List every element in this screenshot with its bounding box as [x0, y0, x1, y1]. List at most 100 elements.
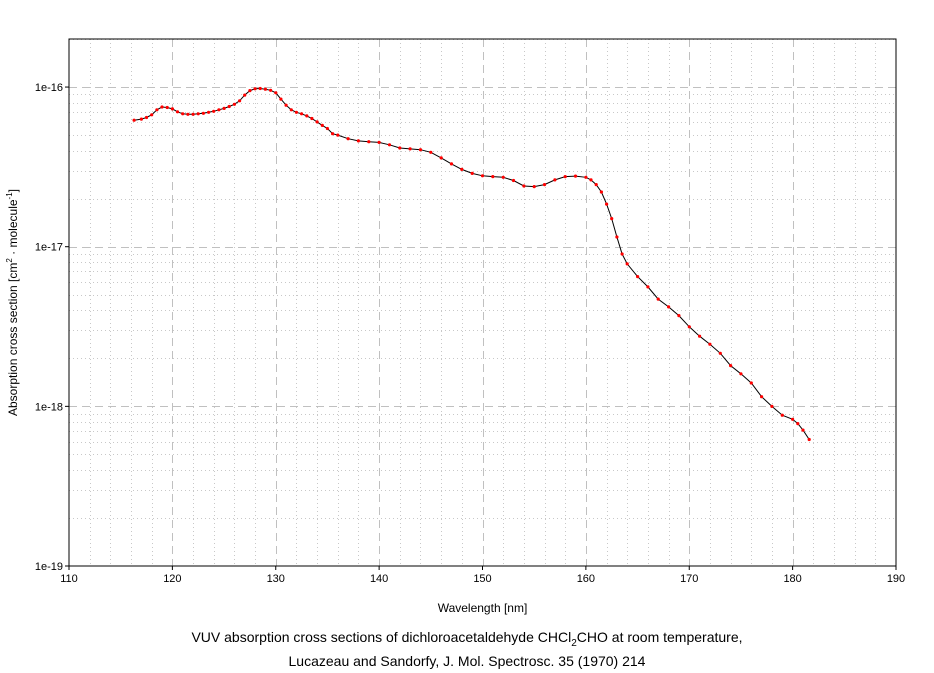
data-point: [269, 88, 273, 92]
data-point: [387, 143, 392, 147]
data-point: [460, 167, 464, 171]
data-point: [656, 297, 660, 301]
data-point: [563, 175, 567, 179]
data-point: [336, 133, 340, 137]
data-point: [253, 87, 257, 91]
data-point: [708, 342, 712, 346]
caption-line1-prefix: VUV absorption cross sections of dichlor…: [191, 629, 572, 645]
data-point: [331, 132, 335, 136]
data-point: [605, 202, 609, 206]
data-point: [232, 102, 236, 106]
data-point: [196, 112, 200, 116]
data-point: [274, 91, 278, 95]
data-point: [807, 437, 811, 442]
chart-caption-line2: Lucazeau and Sandorfy, J. Mol. Spectrosc…: [288, 653, 646, 669]
series-line: [134, 87, 810, 440]
major-grid: [69, 39, 896, 566]
x-axis-label: Wavelength [nm]: [438, 601, 528, 615]
series-polyline: [134, 87, 810, 440]
data-point: [175, 110, 180, 114]
data-point: [553, 178, 557, 182]
data-point: [625, 262, 629, 266]
data-point: [780, 413, 784, 417]
data-point: [770, 404, 774, 408]
x-axis-ticks: 110 120 130 140 150 160 170 180 190: [60, 566, 905, 585]
data-point: [181, 112, 185, 116]
data-point: [315, 120, 319, 124]
data-point: [243, 93, 247, 97]
data-point: [258, 86, 262, 91]
data-point: [791, 417, 795, 421]
data-point: [584, 175, 588, 179]
x-tick-label: 130: [267, 573, 285, 585]
data-point: [698, 334, 702, 338]
data-point: [294, 110, 298, 114]
data-point: [522, 184, 526, 188]
series-points: [132, 86, 811, 442]
y-axis-label-prefix: Absorption cross section [cm: [6, 263, 20, 416]
data-point: [212, 109, 216, 113]
data-point: [796, 422, 800, 426]
data-point: [279, 97, 283, 101]
y-axis-label-sup2: -1: [5, 192, 14, 200]
data-point: [729, 364, 733, 368]
x-tick-label: 120: [163, 573, 181, 585]
data-point: [594, 183, 598, 187]
data-point: [227, 104, 231, 109]
data-point: [429, 150, 433, 154]
data-point: [284, 103, 288, 107]
y-axis-ticks: 1e-19 1e-18 1e-17 1e-16: [35, 82, 69, 573]
data-point: [620, 252, 624, 256]
y-tick-label: 1e-16: [35, 82, 63, 94]
data-point: [418, 148, 423, 152]
data-point: [408, 147, 412, 151]
data-point: [646, 285, 650, 289]
data-point: [739, 372, 743, 376]
data-point: [718, 351, 722, 355]
chart-caption-line1: VUV absorption cross sections of dichlor…: [0, 629, 934, 649]
data-point: [760, 395, 764, 399]
data-point: [480, 174, 485, 178]
data-point: [222, 106, 226, 110]
data-point: [310, 116, 314, 121]
data-point: [542, 183, 547, 187]
y-tick-label: 1e-17: [35, 242, 63, 254]
data-point: [398, 146, 402, 150]
data-point: [186, 112, 190, 116]
data-point: [377, 140, 381, 144]
x-tick-label: 180: [783, 573, 801, 585]
x-tick-label: 190: [887, 573, 905, 585]
data-point: [165, 105, 169, 110]
x-tick-label: 140: [370, 573, 388, 585]
x-tick-label: 150: [473, 573, 491, 585]
plot-area-frame: [68, 38, 897, 567]
y-axis-label-suffix: ]: [6, 189, 20, 192]
data-point: [132, 118, 136, 122]
data-point: [346, 137, 350, 141]
data-point: [491, 175, 495, 179]
data-point: [449, 162, 454, 166]
x-tick-label: 110: [60, 573, 78, 585]
data-point: [300, 112, 304, 116]
y-tick-label: 1e-18: [35, 401, 63, 413]
data-point: [150, 113, 154, 117]
data-point: [191, 112, 195, 116]
data-point: [470, 171, 474, 175]
y-axis-label-sup1: 2: [5, 258, 14, 263]
caption-line1-subscript: 2: [571, 637, 577, 649]
data-point: [801, 428, 805, 432]
data-point: [599, 190, 604, 194]
y-axis-label: Absorption cross section [cm2 · molecule…: [5, 189, 20, 416]
data-point: [687, 325, 691, 329]
data-point: [511, 178, 516, 183]
x-tick-label: 170: [680, 573, 698, 585]
data-point: [501, 175, 505, 179]
data-point: [589, 178, 593, 182]
data-point: [573, 174, 578, 178]
y-tick-label: 1e-19: [35, 561, 63, 573]
data-point: [610, 217, 614, 221]
data-point: [532, 185, 536, 189]
data-point: [289, 108, 293, 112]
data-point: [677, 314, 681, 318]
data-point: [325, 126, 329, 131]
